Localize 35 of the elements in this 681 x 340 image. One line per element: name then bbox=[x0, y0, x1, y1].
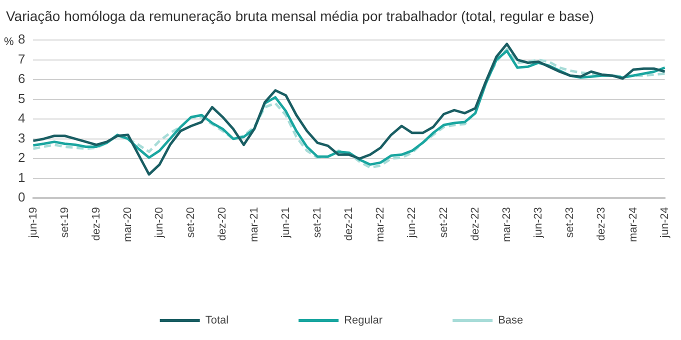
y-tick-label: 0 bbox=[18, 190, 26, 205]
y-axis-title: % bbox=[4, 36, 14, 48]
y-tick-label: 4 bbox=[18, 110, 26, 126]
x-tick-label: jun-20 bbox=[154, 207, 166, 239]
x-tick-label: mar-20 bbox=[122, 207, 134, 242]
x-tick-label: jun-21 bbox=[280, 207, 292, 239]
x-tick-label: mar-23 bbox=[500, 207, 513, 242]
y-tick-label: 1 bbox=[18, 170, 26, 185]
x-tick-label: set-22 bbox=[438, 207, 450, 238]
y-tick-label: 6 bbox=[18, 71, 26, 86]
legend-label: Total bbox=[205, 314, 229, 327]
legend-label: Regular bbox=[344, 314, 383, 327]
x-tick-label: set-21 bbox=[311, 207, 324, 238]
x-tick-label: dez-22 bbox=[469, 207, 482, 241]
x-tick-label: dez-21 bbox=[343, 207, 356, 241]
x-tick-label: mar-21 bbox=[248, 207, 260, 242]
legend-label: Base bbox=[498, 314, 524, 327]
x-tick-label: dez-20 bbox=[216, 207, 229, 241]
x-tick-label: jun-19 bbox=[27, 207, 40, 239]
x-tick-label: set-20 bbox=[185, 207, 198, 238]
x-tick-label: dez-23 bbox=[596, 207, 608, 241]
chart-title: Variação homóloga da remuneração bruta mensal média por trabalhador (total, regular e base) bbox=[6, 8, 594, 24]
y-tick-label: 3 bbox=[18, 130, 26, 146]
x-tick-label: mar-22 bbox=[374, 207, 387, 242]
x-tick-label: mar-24 bbox=[627, 207, 640, 242]
x-tick-label: set-23 bbox=[564, 207, 576, 238]
x-tick-label: jun-22 bbox=[406, 207, 418, 239]
y-tick-label: 5 bbox=[18, 90, 26, 106]
y-tick-label: 2 bbox=[18, 150, 26, 166]
x-tick-label: dez-19 bbox=[90, 207, 102, 241]
x-tick-label: jun-23 bbox=[532, 207, 545, 239]
x-tick-label: set-19 bbox=[58, 207, 71, 238]
y-tick-label: 8 bbox=[18, 32, 26, 47]
x-tick-label: jun-24 bbox=[658, 207, 671, 239]
y-tick-label: 7 bbox=[18, 51, 26, 66]
